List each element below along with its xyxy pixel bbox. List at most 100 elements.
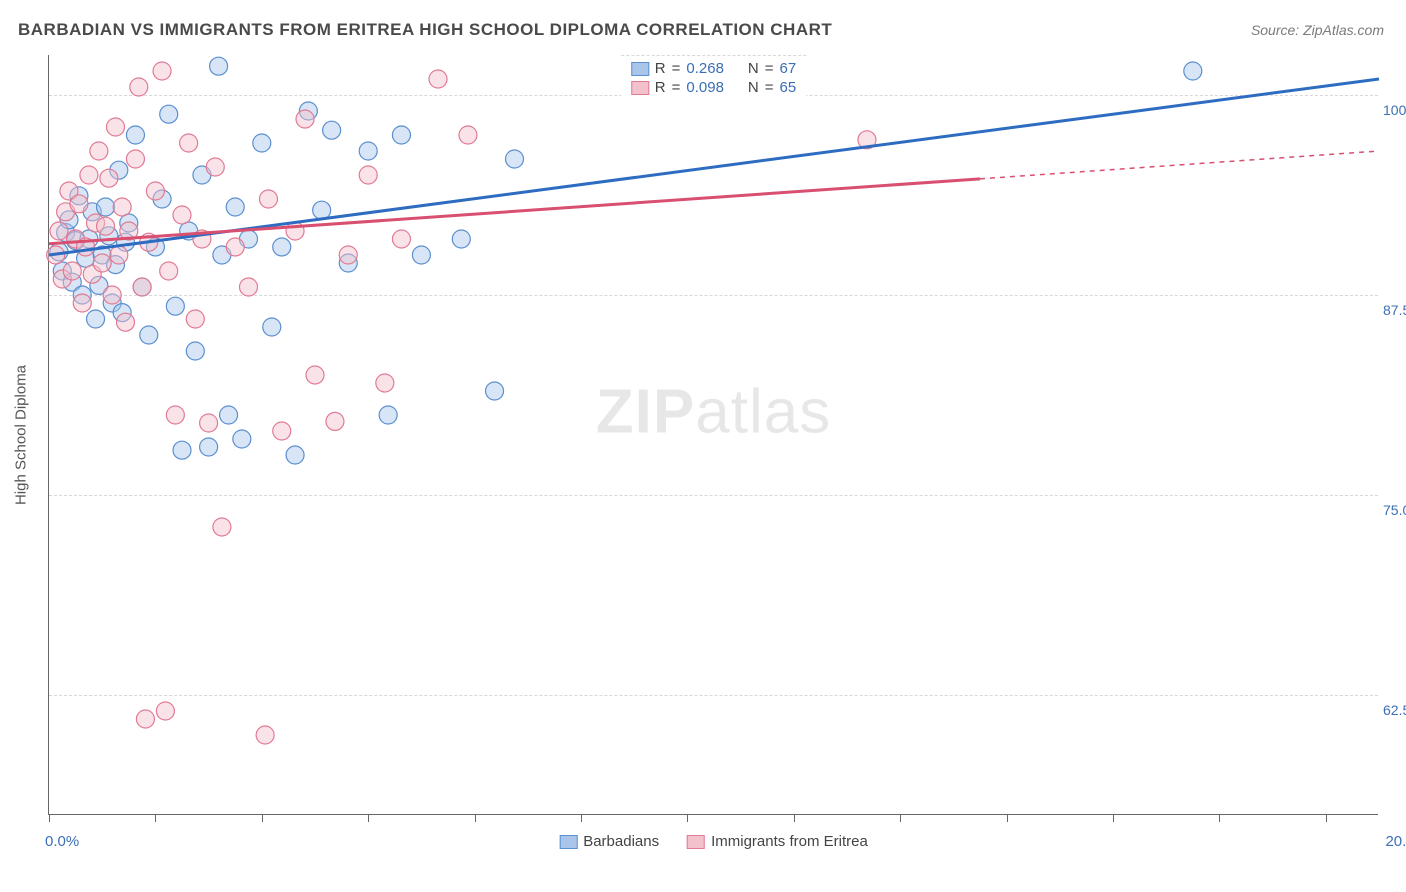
scatter-point (87, 310, 105, 328)
x-tick (1326, 814, 1327, 822)
scatter-point (452, 230, 470, 248)
scatter-point (50, 222, 68, 240)
x-tick (687, 814, 688, 822)
scatter-point (326, 412, 344, 430)
legend-swatch (559, 835, 577, 849)
x-tick (1007, 814, 1008, 822)
x-tick (900, 814, 901, 822)
x-axis-label-min: 0.0% (45, 833, 79, 850)
scatter-point (146, 182, 164, 200)
scatter-point (233, 430, 251, 448)
y-tick-label: 62.5% (1383, 702, 1406, 718)
scatter-point (359, 166, 377, 184)
legend-n-label: N (748, 79, 759, 96)
scatter-point (70, 195, 88, 213)
scatter-point (107, 118, 125, 136)
legend-series-item: Barbadians (559, 833, 659, 850)
scatter-point (173, 441, 191, 459)
scatter-point (200, 438, 218, 456)
x-tick (581, 814, 582, 822)
scatter-point (306, 366, 324, 384)
scatter-point (166, 406, 184, 424)
scatter-point (273, 238, 291, 256)
scatter-point (392, 230, 410, 248)
x-tick (1219, 814, 1220, 822)
scatter-point (259, 190, 277, 208)
legend-eq: = (672, 60, 681, 77)
scatter-point (263, 318, 281, 336)
y-axis-title: High School Diploma (13, 364, 30, 504)
scatter-point (226, 198, 244, 216)
scatter-point (200, 414, 218, 432)
scatter-point (213, 518, 231, 536)
scatter-point (126, 150, 144, 168)
scatter-point (136, 710, 154, 728)
scatter-point (376, 374, 394, 392)
legend-r-value: 0.098 (686, 79, 724, 96)
legend-eq: = (765, 60, 774, 77)
legend-series-item: Immigrants from Eritrea (687, 833, 868, 850)
scatter-point (220, 406, 238, 424)
y-tick-label: 100.0% (1383, 102, 1406, 118)
scatter-point (116, 313, 134, 331)
legend-eq: = (765, 79, 774, 96)
legend-swatch (687, 835, 705, 849)
scatter-point (110, 246, 128, 264)
scatter-point (286, 446, 304, 464)
chart-container: BARBADIAN VS IMMIGRANTS FROM ERITREA HIG… (0, 0, 1406, 892)
scatter-point (63, 262, 81, 280)
scatter-point (1184, 62, 1202, 80)
legend-swatch (631, 62, 649, 76)
legend-n-value: 65 (780, 79, 797, 96)
y-tick-label: 75.0% (1383, 502, 1406, 518)
legend-r-label: R (655, 79, 666, 96)
scatter-point (113, 198, 131, 216)
x-tick (262, 814, 263, 822)
plot-area: High School Diploma ZIPatlas 62.5%75.0%8… (48, 55, 1378, 815)
scatter-point (93, 254, 111, 272)
scatter-point (206, 158, 224, 176)
source-label: Source: ZipAtlas.com (1251, 22, 1384, 38)
scatter-point (160, 105, 178, 123)
chart-title: BARBADIAN VS IMMIGRANTS FROM ERITREA HIG… (18, 20, 832, 40)
legend-series-label: Barbadians (583, 833, 659, 850)
scatter-point (226, 238, 244, 256)
x-tick (155, 814, 156, 822)
regression-line-extrapolated (980, 151, 1379, 179)
x-tick (49, 814, 50, 822)
scatter-point (506, 150, 524, 168)
scatter-point (103, 286, 121, 304)
scatter-point (486, 382, 504, 400)
legend-series-label: Immigrants from Eritrea (711, 833, 868, 850)
scatter-point (186, 310, 204, 328)
scatter-point (273, 422, 291, 440)
scatter-point (323, 121, 341, 139)
legend-correlation-row: R = 0.098 N = 65 (631, 79, 796, 96)
scatter-point (160, 262, 178, 280)
legend-correlation-row: R = 0.268 N = 67 (631, 60, 796, 77)
scatter-point (256, 726, 274, 744)
scatter-point (392, 126, 410, 144)
scatter-point (186, 342, 204, 360)
y-tick-label: 87.5% (1383, 302, 1406, 318)
scatter-point (156, 702, 174, 720)
scatter-point (313, 201, 331, 219)
x-tick (794, 814, 795, 822)
x-tick (475, 814, 476, 822)
scatter-point (429, 70, 447, 88)
scatter-point (173, 206, 191, 224)
scatter-point (97, 217, 115, 235)
scatter-point (130, 78, 148, 96)
scatter-point (166, 297, 184, 315)
scatter-point (379, 406, 397, 424)
scatter-point (359, 142, 377, 160)
legend-n-label: N (748, 60, 759, 77)
x-axis-label-max: 20.0% (1385, 833, 1406, 850)
scatter-point (80, 166, 98, 184)
legend-eq: = (672, 79, 681, 96)
scatter-point (180, 134, 198, 152)
legend-r-value: 0.268 (686, 60, 724, 77)
legend-swatch (631, 81, 649, 95)
legend-n-value: 67 (780, 60, 797, 77)
legend-r-label: R (655, 60, 666, 77)
